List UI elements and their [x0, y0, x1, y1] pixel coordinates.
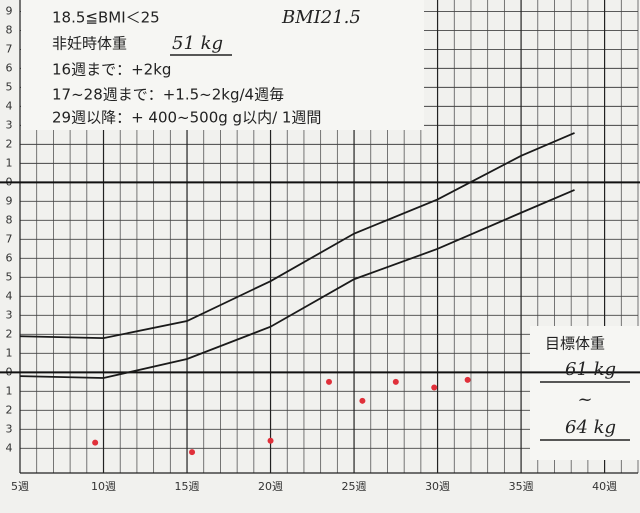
weight-curve — [19, 132, 575, 340]
x-tick-label: 30週 — [425, 480, 450, 493]
y-tick-label: 6 — [6, 251, 13, 264]
y-tick-label: 8 — [6, 213, 13, 226]
weight-curve — [19, 189, 575, 379]
x-tick-label: 35週 — [509, 480, 534, 493]
x-tick-label: 15週 — [175, 480, 200, 493]
prepregnancy-label: 非妊時体重 — [52, 35, 127, 53]
note-area — [21, 0, 424, 130]
y-tick-label: 2 — [6, 327, 13, 340]
y-tick-label: 7 — [6, 232, 13, 245]
y-tick-label: 4 — [6, 441, 13, 454]
target-high: 64 kg — [565, 417, 616, 438]
bmi: BMI21.5 — [281, 7, 361, 28]
weight-point — [464, 376, 471, 383]
target-low: 61 kg — [565, 359, 616, 380]
y-tick-label: 2 — [6, 137, 13, 150]
rule: 29週以降：+ 400~500g g以内/ 1週間 — [52, 109, 321, 127]
y-tick-label: 5 — [6, 270, 13, 283]
weight-point — [92, 439, 99, 446]
x-tick-label: 20週 — [258, 480, 283, 493]
x-tick-label: 40週 — [592, 480, 617, 493]
marks — [0, 132, 640, 456]
y-tick-label: 1 — [6, 346, 13, 359]
x-tick-label: 25週 — [342, 480, 367, 493]
y-tick-label: 6 — [6, 61, 13, 74]
rule: 17~28週まで：+1.5~2kg/4週毎 — [52, 86, 284, 104]
weight-point — [359, 397, 366, 404]
y-tick-label: 7 — [6, 42, 13, 55]
y-tick-label: 8 — [6, 23, 13, 36]
weight-point — [431, 384, 438, 391]
target-label: 目標体重 — [545, 335, 605, 353]
y-tick-label: 4 — [6, 289, 13, 302]
weight-point — [267, 437, 274, 444]
y-tick-label: 9 — [6, 4, 13, 17]
y-tick-label: 3 — [6, 118, 13, 131]
x-tick-label: 10週 — [91, 480, 116, 493]
rule: 16週まで：+2kg — [52, 61, 171, 79]
target-sep: ~ — [577, 389, 592, 410]
weight-point — [392, 378, 399, 385]
weight-point — [189, 449, 196, 456]
y-tick-label: 3 — [6, 422, 13, 435]
weight-point — [326, 378, 332, 385]
annotations: 18.5≦BMI＜25 BMI21.5 非妊時体重 51 kg 16週まで：+2… — [52, 7, 630, 441]
bmi-range: 18.5≦BMI＜25 — [52, 9, 160, 27]
y-tick-label: 4 — [6, 99, 13, 112]
y-tick-label: 1 — [6, 384, 13, 397]
y-tick-label: 2 — [6, 403, 13, 416]
y-tick-label: 5 — [6, 80, 13, 93]
target-box — [530, 326, 640, 460]
prepregnancy-value: 51 kg — [172, 33, 223, 54]
y-tick-label: 9 — [6, 194, 13, 207]
y-tick-label: 1 — [6, 156, 13, 169]
y-tick-label: 3 — [6, 308, 13, 321]
x-tick-label: 5週 — [11, 480, 29, 493]
